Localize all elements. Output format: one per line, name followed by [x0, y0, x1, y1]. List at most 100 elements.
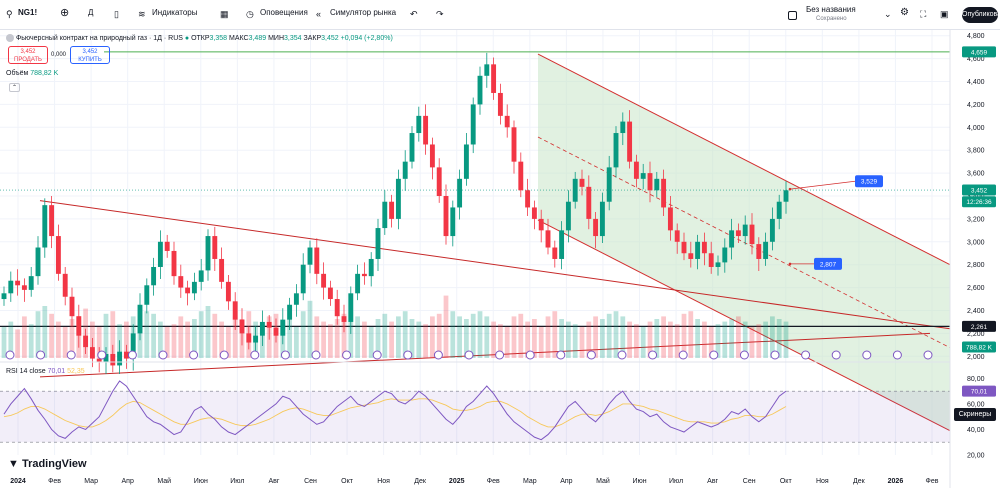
volume-bar — [708, 326, 714, 358]
event-marker-icon — [617, 350, 627, 360]
time-axis-label: Сен — [743, 478, 756, 485]
time-axis-label: Июл — [230, 478, 244, 485]
candle-body — [518, 161, 524, 191]
buy-button[interactable]: 3,452 КУПИТЬ — [70, 46, 110, 64]
candle-body — [647, 173, 653, 191]
price-axis-tags: 4,659 3,452 12:26:36 2,261 788,82 K — [962, 46, 996, 353]
alerts-button[interactable]: Оповещения — [260, 8, 308, 17]
symbol-search[interactable]: NG1! — [18, 8, 38, 17]
layout-name[interactable]: Без названия — [806, 5, 856, 14]
sell-button[interactable]: 3,452 ПРОДАТЬ — [8, 46, 48, 64]
event-marker-icon — [189, 350, 199, 360]
candle-body — [667, 207, 673, 231]
event-marker-icon — [127, 350, 137, 360]
candle-body — [361, 273, 367, 277]
candle-body — [776, 201, 782, 219]
indicators-button[interactable]: Индикаторы — [152, 8, 198, 17]
candle-body — [157, 241, 163, 267]
candle-body — [42, 205, 48, 248]
rsi-legend[interactable]: RSI 14 close 70,01 52,35 — [6, 368, 85, 375]
volume-bar — [620, 316, 626, 358]
callout-box — [814, 257, 842, 270]
candle-body — [151, 266, 157, 286]
replay-button[interactable]: Симулятор рынка — [330, 8, 397, 17]
chart-type-candles-icon[interactable]: ▯ — [114, 9, 119, 19]
candle-body — [708, 253, 714, 267]
volume-legend[interactable]: Объём 788,82 K — [6, 70, 58, 77]
candle-body — [769, 218, 775, 242]
redo-icon[interactable]: ↷ — [436, 9, 444, 19]
fullscreen-icon[interactable]: ⛶ — [920, 9, 927, 19]
volume-bar — [606, 313, 612, 358]
volume-bar — [742, 321, 748, 358]
time-axis-label: 2025 — [449, 478, 465, 485]
volume-bar — [15, 329, 20, 358]
low-value: 3,354 — [284, 34, 302, 42]
candle-body — [178, 276, 184, 288]
volume-bar — [321, 321, 326, 358]
candle-body — [436, 167, 442, 196]
rsi-axis-label: 40,00 — [967, 427, 985, 434]
candle-body — [701, 241, 707, 254]
volume-bar — [396, 316, 401, 358]
publish-button[interactable]: Опубликовать — [962, 7, 1000, 23]
candle-body — [382, 201, 388, 229]
candle-body — [416, 115, 422, 134]
candle-body — [783, 190, 789, 202]
price-axis-label: 3,600 — [967, 171, 985, 178]
collapse-legend-button[interactable]: ⌃ — [9, 83, 20, 92]
candle-body — [219, 258, 225, 282]
volume-bar — [49, 313, 54, 358]
time-axis-label: Июн — [632, 478, 646, 485]
sell-price: 3,452 — [20, 49, 36, 55]
candle-body — [395, 178, 401, 219]
volume-bar — [627, 321, 632, 358]
candle-body — [368, 258, 374, 277]
volume-bar — [470, 313, 476, 358]
layouts-grid-icon[interactable]: ▦ — [220, 9, 229, 19]
layout-checkbox[interactable] — [788, 11, 797, 20]
chevron-down-icon[interactable]: ⌄ — [884, 9, 892, 19]
rsi-value-tag-label: 70,01 — [971, 389, 988, 396]
volume-bar — [355, 316, 360, 358]
alarm-clock-icon: ◷ — [246, 9, 254, 19]
time-axis-label: Фев — [487, 478, 500, 485]
volume-bar — [498, 324, 503, 358]
volume-bar — [300, 311, 306, 358]
channel-lower-line — [537, 219, 951, 432]
candle-body — [695, 241, 701, 259]
volume-bar — [151, 313, 156, 358]
interval-selector[interactable]: Д — [88, 8, 94, 17]
candle-body — [15, 280, 21, 286]
candle-body — [334, 299, 340, 317]
volume-bar — [103, 313, 109, 358]
volume-bar — [8, 321, 14, 358]
tradingview-logo: ▼ TradingView — [8, 458, 87, 470]
volume-bar — [42, 306, 48, 358]
price-tag-label: 788,82 K — [966, 345, 993, 352]
candle-body — [722, 247, 728, 263]
volume-bar — [124, 321, 129, 358]
undo-icon[interactable]: ↶ — [410, 9, 418, 19]
search-icon[interactable]: ⚲ — [6, 9, 13, 19]
time-axis-label: 2024 — [10, 478, 26, 485]
camera-snapshot-icon[interactable]: ▣ — [940, 9, 949, 19]
volume-bar — [756, 324, 762, 358]
price-axis-label: 3,200 — [967, 216, 985, 223]
callout-connector — [789, 180, 856, 190]
candle-body — [287, 304, 293, 320]
event-marker-icon — [311, 350, 321, 360]
time-axis-label: Фев — [926, 478, 939, 485]
candle-body — [593, 218, 599, 237]
volume-bar — [423, 324, 428, 358]
time-axis: 2024 Фев Мар Апр Май Июн Июл Авг Сен Окт Ноя Дек 202… — [10, 477, 939, 485]
symbol-title[interactable]: Фьючерсный контракт на природный газ · 1… — [15, 34, 183, 42]
settings-gear-icon[interactable]: ⚙ — [900, 7, 909, 18]
compare-plus-icon[interactable]: ⊕ — [60, 7, 70, 19]
price-tag-label: 4,659 — [971, 49, 988, 56]
replay-rewind-icon: « — [316, 9, 322, 19]
event-marker-icon — [464, 350, 474, 360]
volume-bar — [110, 311, 116, 358]
volume-bar — [205, 306, 211, 358]
